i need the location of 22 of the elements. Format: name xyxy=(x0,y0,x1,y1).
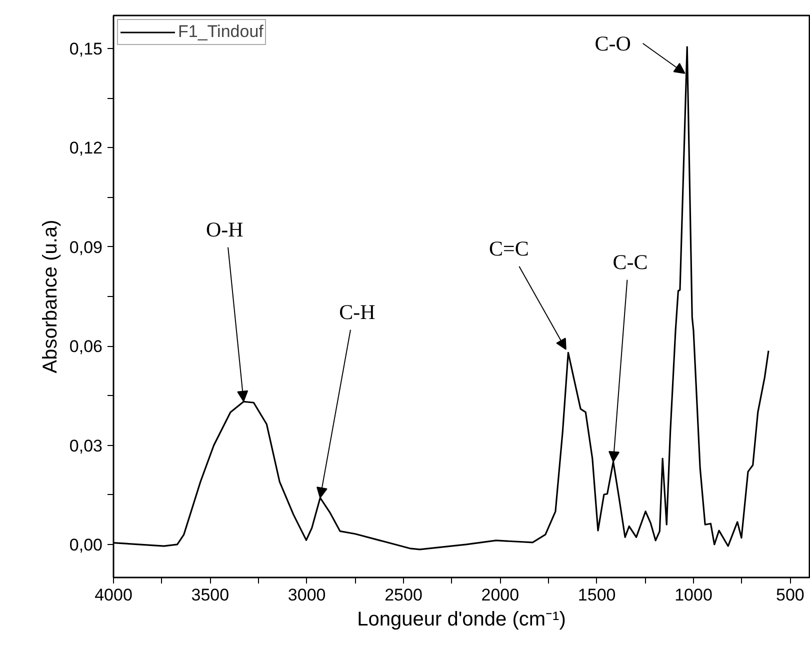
x-tick-label: 4000 xyxy=(94,586,132,604)
x-tick-label: 2000 xyxy=(481,586,520,604)
x-tick-label: 1000 xyxy=(674,586,712,604)
x-tick-label: 500 xyxy=(776,586,804,604)
annotation: C-O xyxy=(594,31,631,56)
y-tick-label: 0,00 xyxy=(69,535,103,554)
legend-label: F1_Tindouf xyxy=(178,22,264,42)
x-tick-label: 2500 xyxy=(384,586,422,604)
x-tick-label: 3000 xyxy=(288,586,326,604)
x-axis-title: Longueur d'onde (cm⁻¹) xyxy=(357,608,566,630)
y-tick-label: 0,15 xyxy=(69,40,103,59)
y-tick-label: 0,06 xyxy=(69,337,103,356)
y-axis-title: Absorbance (u.a) xyxy=(39,220,62,374)
annotation: O-H xyxy=(206,217,244,242)
annotation: C-C xyxy=(612,250,648,274)
y-tick-label: 0,03 xyxy=(69,436,103,456)
annotation: C=C xyxy=(488,236,529,260)
annotation: C-H xyxy=(339,300,376,324)
y-tick-label: 0,12 xyxy=(69,138,103,158)
x-tick-label: 1500 xyxy=(578,586,616,604)
y-tick-label: 0,09 xyxy=(69,238,103,257)
x-tick-label: 3500 xyxy=(191,586,230,604)
